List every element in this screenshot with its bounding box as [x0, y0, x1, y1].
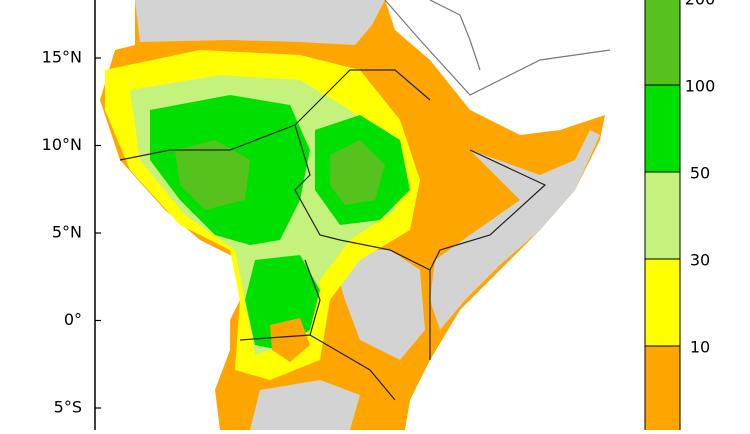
colorbar-label: 30	[690, 251, 710, 270]
map-land	[100, 0, 605, 430]
border	[239, 259, 321, 341]
lat-label: 15°N	[42, 48, 82, 67]
darkgreen-west	[175, 140, 250, 210]
gray-south	[250, 380, 360, 430]
colorbar: 200 100 50 30 10	[644, 0, 716, 434]
colorbar-segment	[644, 258, 681, 347]
colorbar-label: 50	[690, 164, 710, 183]
colorbar-segment	[644, 171, 681, 260]
borders	[119, 0, 611, 401]
border	[339, 239, 431, 360]
colorbar-segment	[644, 84, 681, 173]
coast	[429, 0, 481, 71]
lat-label: 5°S	[54, 398, 82, 417]
darkgreen-ethiopia	[330, 140, 385, 205]
border	[294, 124, 341, 241]
border	[309, 334, 396, 401]
colorbar-label: 100	[685, 77, 716, 96]
colorbar-segment	[644, 0, 681, 86]
gray-horn	[430, 130, 600, 330]
colorbar-label: 10	[690, 338, 710, 357]
coast	[384, 0, 611, 96]
gray-north	[135, 0, 385, 45]
lat-label: 10°N	[42, 135, 82, 154]
gray-kenya	[330, 250, 425, 360]
latitude-axis: 15°N 10°N 5°N 0° 5°S	[42, 48, 101, 417]
colorbar-label: 200	[685, 0, 716, 9]
lake-victoria	[270, 318, 310, 362]
colorbar-segment	[644, 345, 681, 434]
lat-label: 5°N	[52, 223, 82, 242]
border	[429, 149, 547, 271]
lat-label: 0°	[64, 310, 82, 329]
